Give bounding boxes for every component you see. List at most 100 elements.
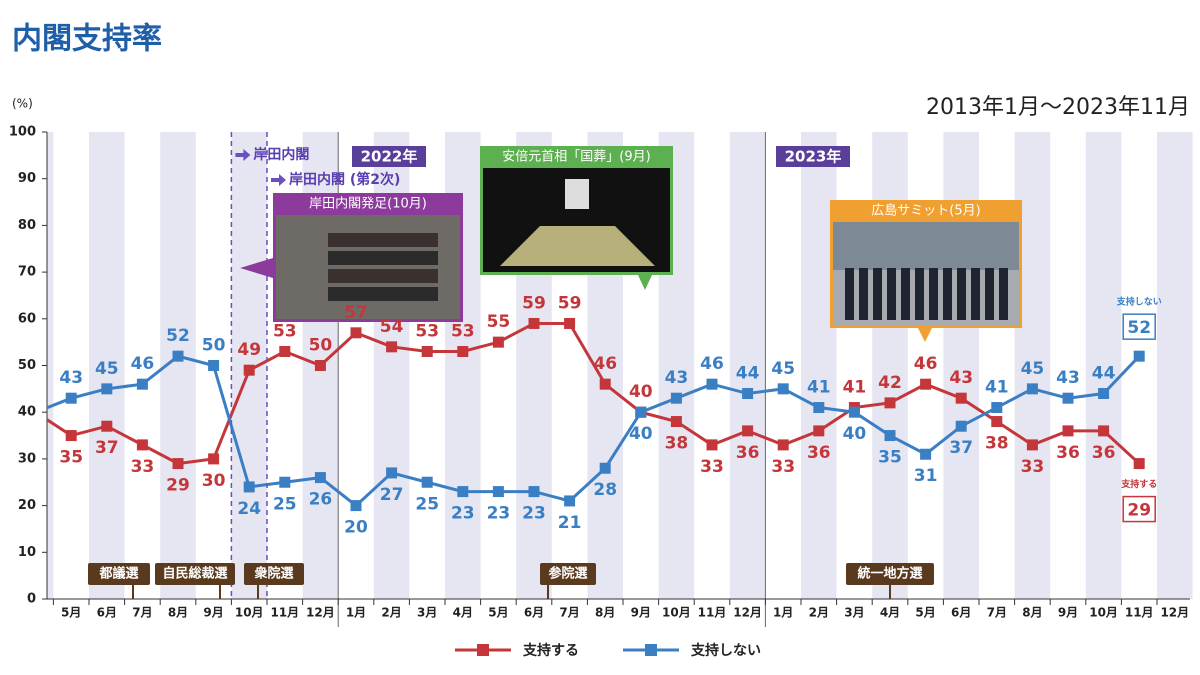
photo-detail bbox=[328, 251, 438, 265]
y-tick-label: 0 bbox=[27, 592, 36, 607]
photo-detail bbox=[845, 268, 854, 320]
series-marker bbox=[742, 425, 754, 437]
series-marker bbox=[706, 378, 718, 390]
series-marker bbox=[208, 360, 220, 371]
y-tick-label: 80 bbox=[18, 218, 36, 233]
y-tick-label: 30 bbox=[18, 451, 36, 466]
legend-label: 支持しない bbox=[690, 642, 761, 659]
value-label-box bbox=[1122, 313, 1156, 340]
value-label: 41 bbox=[807, 378, 831, 398]
photo-detail bbox=[915, 268, 924, 320]
value-label: 33 bbox=[131, 457, 155, 477]
series-marker bbox=[884, 430, 896, 442]
value-label: 31 bbox=[914, 466, 938, 486]
series-marker bbox=[991, 402, 1003, 414]
value-label: 20 bbox=[344, 518, 368, 538]
series-marker bbox=[599, 462, 611, 474]
series-marker bbox=[813, 402, 825, 414]
value-label: 23 bbox=[487, 504, 511, 524]
series-marker bbox=[350, 327, 362, 339]
value-label: 54 bbox=[380, 317, 404, 337]
value-label: 35 bbox=[878, 448, 902, 468]
value-label: 27 bbox=[380, 485, 404, 505]
x-tick-label: 12月 bbox=[733, 606, 762, 620]
x-tick-label: 6月 bbox=[524, 606, 544, 620]
y-tick-label: 70 bbox=[18, 265, 36, 280]
election-label: 衆院選 bbox=[254, 566, 293, 582]
series-marker bbox=[1098, 425, 1110, 437]
value-label: 55 bbox=[487, 312, 511, 332]
photo-detail bbox=[565, 179, 589, 209]
event-photo bbox=[276, 215, 460, 319]
value-label: 46 bbox=[700, 354, 724, 374]
photo-detail bbox=[901, 268, 910, 320]
series-marker bbox=[65, 430, 77, 442]
photo-detail bbox=[887, 268, 896, 320]
series-marker bbox=[848, 406, 860, 418]
y-tick-label: 60 bbox=[18, 311, 36, 326]
series-marker bbox=[172, 350, 184, 362]
x-tick-label: 7月 bbox=[559, 606, 579, 620]
series-marker bbox=[528, 317, 540, 329]
series-marker bbox=[777, 383, 789, 395]
series-marker bbox=[101, 420, 113, 432]
y-axis-label: (%) bbox=[12, 97, 33, 111]
value-label: 40 bbox=[843, 424, 867, 444]
photo-detail bbox=[943, 268, 952, 320]
value-label: 33 bbox=[700, 457, 724, 477]
event-label: 岸田内閣発足(10月) bbox=[309, 196, 427, 212]
y-tick-label: 20 bbox=[18, 498, 36, 513]
series-marker bbox=[955, 420, 967, 432]
series-marker bbox=[955, 392, 967, 404]
year-label-box bbox=[776, 146, 850, 167]
x-tick-label: 11月 bbox=[698, 606, 727, 620]
x-tick-label: 9月 bbox=[203, 606, 223, 620]
photo-detail bbox=[971, 268, 980, 320]
series-marker bbox=[528, 486, 540, 498]
value-label: 38 bbox=[985, 434, 1009, 454]
series-marker bbox=[421, 345, 433, 357]
x-tick-label: 8月 bbox=[168, 606, 188, 620]
election-label: 統一地方選 bbox=[857, 566, 922, 582]
x-tick-label: 9月 bbox=[631, 606, 651, 620]
y-tick-label: 40 bbox=[18, 405, 36, 420]
year-label: 2023年 bbox=[785, 148, 842, 166]
cabinet-arrow bbox=[235, 149, 251, 161]
series-marker bbox=[136, 439, 148, 451]
value-label: 59 bbox=[522, 293, 546, 313]
year-label-box bbox=[352, 146, 426, 167]
value-label: 36 bbox=[807, 443, 831, 463]
series-marker bbox=[314, 472, 326, 484]
series-marker bbox=[279, 345, 291, 357]
series-marker bbox=[920, 378, 932, 390]
chart-subtitle: 2013年1月～2023年11月 bbox=[926, 95, 1190, 120]
election-label: 自民総裁選 bbox=[162, 566, 227, 582]
month-stripe bbox=[1157, 132, 1193, 599]
value-label: 44 bbox=[736, 364, 760, 384]
value-label: 50 bbox=[202, 336, 226, 356]
event-label: 安倍元首相「国葬」(9月) bbox=[502, 150, 650, 165]
value-label: 24 bbox=[237, 499, 261, 519]
month-stripe bbox=[1085, 132, 1122, 599]
value-label: 46 bbox=[131, 354, 155, 374]
cabinet-marker-label: 岸田内閣 (第2次) bbox=[289, 171, 400, 188]
photo-detail bbox=[500, 226, 655, 266]
value-label: 46 bbox=[593, 354, 617, 374]
value-label: 36 bbox=[736, 443, 760, 463]
value-label: 41 bbox=[985, 378, 1009, 398]
value-label: 36 bbox=[1056, 443, 1080, 463]
photo-detail bbox=[957, 268, 966, 320]
value-label: 43 bbox=[949, 368, 973, 388]
series-marker bbox=[101, 383, 113, 395]
y-tick-label: 90 bbox=[18, 171, 36, 186]
event-pointer bbox=[918, 328, 932, 342]
series-marker bbox=[1062, 392, 1074, 404]
series-marker bbox=[991, 416, 1003, 428]
value-label: 52 bbox=[1127, 318, 1151, 338]
y-tick-label: 50 bbox=[18, 358, 36, 373]
value-label: 37 bbox=[95, 438, 119, 458]
photo-detail bbox=[328, 287, 438, 301]
series-marker bbox=[457, 345, 469, 357]
event-label: 広島サミット(5月) bbox=[871, 204, 980, 219]
series-marker bbox=[65, 392, 77, 404]
